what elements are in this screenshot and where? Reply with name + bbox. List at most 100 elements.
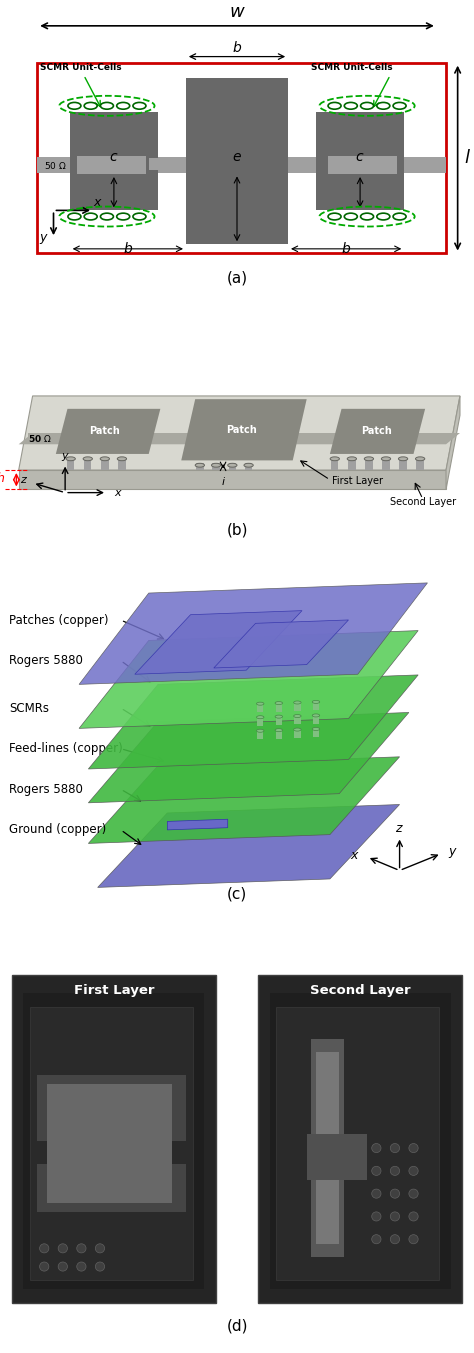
Circle shape [95, 1262, 105, 1270]
Ellipse shape [275, 702, 283, 705]
Bar [228, 463, 236, 469]
Text: Second Layer: Second Layer [390, 498, 456, 507]
Bar [328, 156, 397, 175]
Polygon shape [79, 630, 418, 728]
Circle shape [77, 1262, 86, 1270]
Bar [276, 1007, 439, 1280]
Bar [316, 112, 404, 210]
Bar [37, 1076, 186, 1212]
Polygon shape [88, 675, 418, 769]
Bar [417, 459, 424, 469]
Ellipse shape [294, 701, 301, 704]
Text: (b): (b) [226, 522, 248, 537]
Ellipse shape [393, 214, 406, 221]
Circle shape [390, 1143, 400, 1153]
Polygon shape [88, 713, 409, 802]
Text: $i$: $i$ [220, 475, 226, 487]
Ellipse shape [117, 457, 127, 461]
Circle shape [39, 1243, 49, 1253]
Polygon shape [98, 805, 400, 888]
Text: $b$: $b$ [341, 241, 351, 257]
Ellipse shape [344, 103, 357, 110]
Text: $y$: $y$ [61, 451, 70, 463]
Polygon shape [181, 399, 307, 460]
Text: SCMRs: SCMRs [9, 702, 49, 714]
Ellipse shape [100, 457, 109, 461]
Text: Rogers 5880: Rogers 5880 [9, 783, 83, 796]
Bar [313, 716, 319, 724]
Bar [257, 731, 264, 739]
Bar [101, 459, 109, 469]
Text: $e$: $e$ [232, 150, 242, 164]
Ellipse shape [117, 214, 130, 221]
Bar [313, 702, 319, 710]
Ellipse shape [365, 457, 374, 461]
Text: Feed-lines (copper): Feed-lines (copper) [9, 743, 123, 755]
Circle shape [58, 1243, 67, 1253]
Text: $h$: $h$ [0, 471, 5, 484]
Ellipse shape [83, 457, 92, 461]
Circle shape [409, 1189, 418, 1199]
Polygon shape [446, 396, 460, 490]
Ellipse shape [377, 214, 390, 221]
Polygon shape [135, 610, 302, 674]
Bar [365, 459, 373, 469]
Bar [196, 463, 203, 469]
Ellipse shape [117, 103, 130, 110]
Bar [186, 78, 288, 245]
Bar [316, 1053, 339, 1243]
Ellipse shape [312, 728, 319, 731]
Ellipse shape [195, 463, 204, 467]
Text: $l$: $l$ [464, 149, 471, 168]
Bar [37, 157, 446, 173]
Ellipse shape [133, 214, 146, 221]
Bar [294, 729, 301, 737]
Ellipse shape [377, 103, 390, 110]
Ellipse shape [68, 103, 81, 110]
Bar [23, 993, 204, 1289]
Text: $x$: $x$ [350, 848, 360, 862]
Text: First Layer: First Layer [332, 476, 383, 486]
Bar [257, 717, 264, 725]
Text: $y$: $y$ [448, 846, 458, 861]
Ellipse shape [84, 103, 97, 110]
Ellipse shape [330, 457, 339, 461]
Circle shape [409, 1235, 418, 1243]
Ellipse shape [312, 701, 319, 704]
Polygon shape [167, 819, 228, 829]
Polygon shape [56, 409, 160, 455]
Circle shape [409, 1143, 418, 1153]
Bar [245, 463, 252, 469]
Bar [257, 704, 264, 712]
Circle shape [372, 1189, 381, 1199]
Circle shape [95, 1243, 105, 1253]
Text: 50 $\Omega$: 50 $\Omega$ [28, 433, 52, 444]
Text: $z$: $z$ [20, 475, 28, 484]
Polygon shape [79, 583, 428, 685]
Text: (c): (c) [227, 886, 247, 901]
Circle shape [58, 1262, 67, 1270]
Text: $w$: $w$ [228, 3, 246, 22]
Bar [275, 717, 282, 725]
Ellipse shape [275, 729, 283, 732]
Text: Patch: Patch [361, 426, 392, 437]
Text: Second Layer: Second Layer [310, 985, 410, 997]
Bar [135, 1141, 186, 1164]
Ellipse shape [328, 103, 341, 110]
Circle shape [372, 1235, 381, 1243]
Ellipse shape [84, 214, 97, 221]
Bar [382, 459, 390, 469]
Bar [70, 112, 158, 210]
Circle shape [409, 1166, 418, 1176]
Text: $z$: $z$ [395, 821, 404, 835]
Ellipse shape [294, 714, 301, 717]
Circle shape [77, 1243, 86, 1253]
Bar [258, 976, 462, 1303]
Text: $x$: $x$ [114, 487, 123, 498]
Bar [313, 729, 319, 737]
Ellipse shape [294, 728, 301, 731]
Ellipse shape [211, 463, 221, 467]
Text: (d): (d) [226, 1318, 248, 1333]
Text: 50 $\Omega$: 50 $\Omega$ [44, 160, 67, 170]
Ellipse shape [275, 716, 283, 718]
